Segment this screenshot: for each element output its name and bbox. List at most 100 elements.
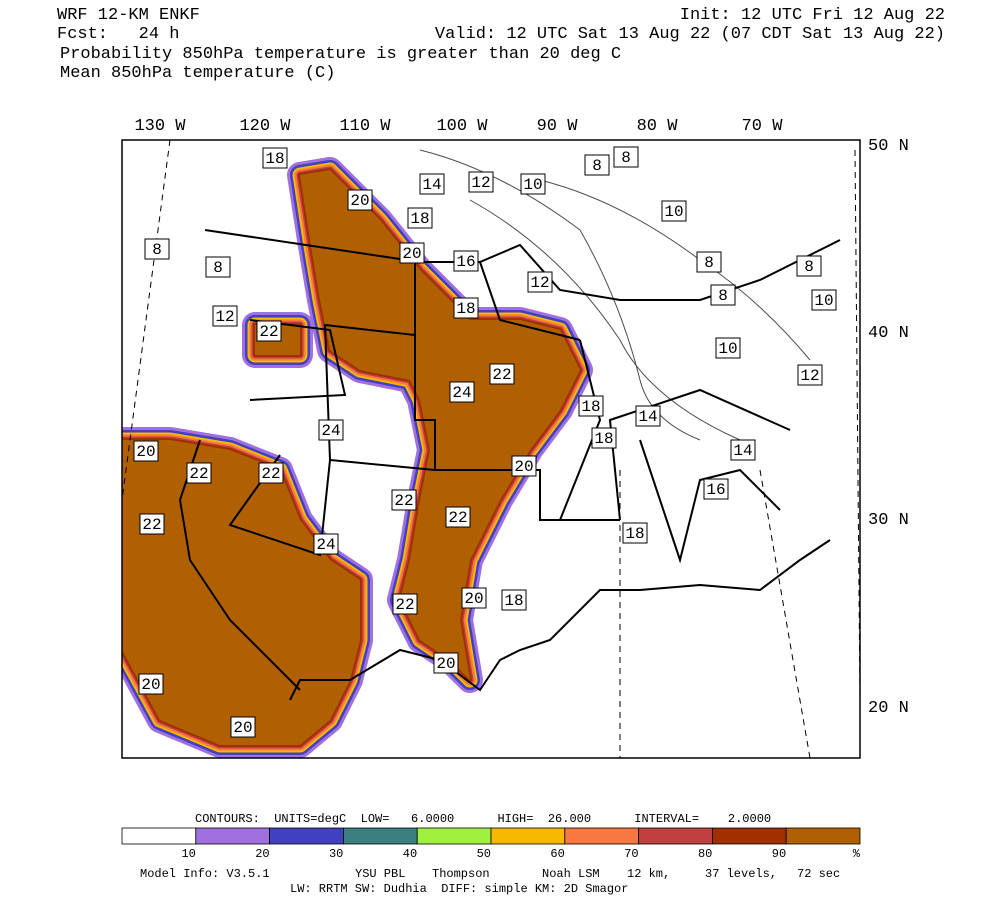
contour-label-box bbox=[433, 652, 459, 674]
longitude-label: 80 W bbox=[637, 117, 679, 136]
contour-label: 22 bbox=[492, 366, 511, 384]
contour-label: 8 bbox=[213, 259, 223, 277]
contour-label-box bbox=[407, 207, 433, 229]
contour-label-box bbox=[133, 440, 159, 462]
contour-label: 22 bbox=[142, 516, 161, 534]
longitude-label: 120 W bbox=[239, 117, 291, 136]
contour-label: 20 bbox=[402, 245, 421, 263]
contour-label: 8 bbox=[152, 241, 162, 259]
colorbar-swatch bbox=[121, 827, 197, 845]
probability-area bbox=[122, 440, 360, 745]
contour-label: 8 bbox=[718, 287, 728, 305]
colorbar-label: 90 bbox=[772, 847, 786, 861]
land-surface: Noah LSM bbox=[542, 867, 600, 881]
contour-label-box bbox=[186, 462, 212, 484]
colorbar-swatch bbox=[342, 827, 418, 845]
contour-label: 10 bbox=[664, 203, 683, 221]
contour-label-box bbox=[205, 256, 231, 278]
contour-label: 20 bbox=[514, 458, 533, 476]
contour-label: 22 bbox=[394, 492, 413, 510]
contour-label: 24 bbox=[321, 422, 340, 440]
colorbar-swatch bbox=[195, 827, 271, 845]
contour-label-box bbox=[212, 305, 238, 327]
contour-label-box bbox=[811, 289, 837, 311]
contour-label-box bbox=[468, 171, 494, 193]
colorbar-swatch bbox=[638, 827, 713, 845]
contour-label-box bbox=[318, 419, 344, 441]
contour-info: CONTOURS: UNITS=degC LOW= 6.0000 HIGH= 2… bbox=[195, 812, 771, 826]
contour-label-box bbox=[613, 146, 639, 168]
contour-label-box bbox=[511, 455, 537, 477]
latitude-label: 30 N bbox=[868, 511, 909, 530]
contour-label-box bbox=[527, 271, 553, 293]
contour-label-box bbox=[347, 189, 373, 211]
contour-label-box bbox=[258, 462, 284, 484]
model-info: Model Info: V3.5.1 bbox=[140, 867, 270, 881]
contour-label: 8 bbox=[621, 149, 631, 167]
contour-label: 8 bbox=[704, 254, 714, 272]
contour-label-box bbox=[501, 589, 527, 611]
microphysics: Thompson bbox=[432, 867, 490, 881]
contour-label-box bbox=[445, 506, 471, 528]
field-subtitle: Mean 850hPa temperature (C) bbox=[60, 64, 335, 83]
contour-label-box bbox=[635, 405, 661, 427]
latitude-label: 40 N bbox=[868, 324, 909, 343]
contour-label: 18 bbox=[410, 210, 429, 228]
longitude-label: 90 W bbox=[537, 117, 579, 136]
field-title: Probability 850hPa temperature is greate… bbox=[60, 45, 621, 64]
contour-label: 8 bbox=[592, 157, 602, 175]
contour-label: 22 bbox=[448, 509, 467, 527]
colorbar-swatch bbox=[416, 827, 492, 845]
contour-label: 18 bbox=[594, 430, 613, 448]
contour-label: 20 bbox=[464, 590, 483, 608]
latitude-label: 50 N bbox=[868, 137, 909, 156]
contour-label: 10 bbox=[718, 340, 737, 358]
contour-label-box bbox=[461, 587, 487, 609]
contour-label-box bbox=[715, 337, 741, 359]
contour-label: 22 bbox=[261, 465, 280, 483]
valid-time: Valid: 12 UTC Sat 13 Aug 22 (07 CDT Sat … bbox=[435, 25, 945, 44]
contour-label: 12 bbox=[215, 308, 234, 326]
contour-label-box bbox=[399, 242, 425, 264]
contour-label-box bbox=[622, 522, 648, 544]
model-title: WRF 12-KM ENKF bbox=[57, 6, 200, 25]
colorbar-swatch bbox=[269, 827, 344, 845]
contour-label: 20 bbox=[436, 655, 455, 673]
contour-label: 12 bbox=[800, 367, 819, 385]
contour-label-box bbox=[520, 173, 546, 195]
contour-label: 12 bbox=[530, 274, 549, 292]
colorbar-label: 10 bbox=[181, 847, 195, 861]
contour-label-box bbox=[139, 513, 165, 535]
contour-label: 18 bbox=[625, 525, 644, 543]
contour-label-box bbox=[419, 173, 445, 195]
contour-label-box bbox=[584, 154, 610, 176]
longitude-label: 100 W bbox=[436, 117, 488, 136]
contour-label-box bbox=[578, 395, 604, 417]
contour-label: 16 bbox=[706, 481, 725, 499]
contour-label: 22 bbox=[395, 596, 414, 614]
colorbar-label: 80 bbox=[698, 847, 712, 861]
contour-label: 20 bbox=[141, 676, 160, 694]
forecast-hour: Fcst: 24 h bbox=[57, 25, 179, 44]
contour-label: 10 bbox=[814, 292, 833, 310]
colorbar-swatch bbox=[564, 827, 639, 845]
contour-label-box bbox=[703, 478, 729, 500]
contour-label-box bbox=[591, 427, 617, 449]
contour-label-box bbox=[710, 284, 736, 306]
colorbar-label: 20 bbox=[255, 847, 269, 861]
contour-label-box bbox=[453, 250, 479, 272]
contour-label-box bbox=[696, 251, 722, 273]
contour-label: 24 bbox=[316, 536, 335, 554]
contour-label-box bbox=[138, 673, 164, 695]
longitude-label: 70 W bbox=[742, 117, 784, 136]
contour-label-box bbox=[796, 255, 822, 277]
colorbar-swatch bbox=[490, 827, 566, 845]
contour-label: 22 bbox=[259, 323, 278, 341]
contour-label: 14 bbox=[638, 408, 657, 426]
contour-label: 18 bbox=[581, 398, 600, 416]
contour-label: 18 bbox=[456, 300, 475, 318]
contour-label-box bbox=[392, 593, 418, 615]
contour-label-box bbox=[797, 364, 823, 386]
contour-label: 18 bbox=[265, 150, 284, 168]
